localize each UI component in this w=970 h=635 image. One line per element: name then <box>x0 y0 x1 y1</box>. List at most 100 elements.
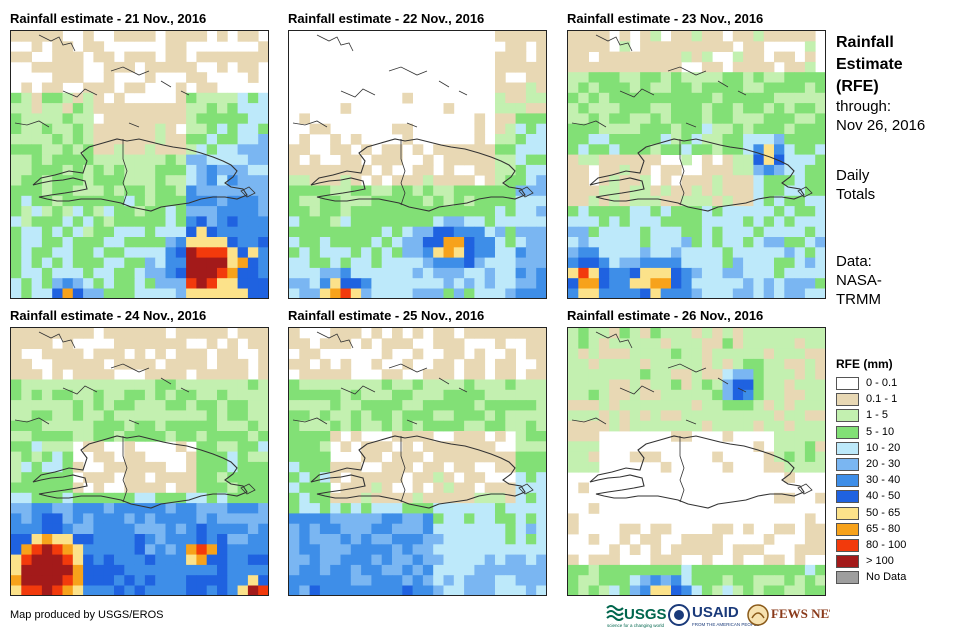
rainfall-cell <box>361 237 372 248</box>
rainfall-cell <box>93 267 105 279</box>
rainfall-cell <box>165 288 177 298</box>
rainfall-cell <box>11 348 22 360</box>
rainfall-cell <box>62 154 74 166</box>
rainfall-cell <box>93 431 105 442</box>
rainfall-cell <box>629 389 641 401</box>
rainfall-cell <box>505 92 516 104</box>
rainfall-cell <box>165 31 177 42</box>
rainfall-cell <box>743 154 754 166</box>
legend-label: 20 - 30 <box>866 457 901 470</box>
rainfall-cell <box>124 513 135 525</box>
rainfall-cell <box>753 206 765 217</box>
rainfall-cell <box>62 431 74 442</box>
rainfall-cell <box>784 247 795 258</box>
rainfall-cell <box>237 369 249 380</box>
rainfall-cell <box>319 164 331 176</box>
rainfall-cell <box>433 410 444 422</box>
rainfall-cell <box>422 175 434 186</box>
rainfall-cell <box>784 389 795 401</box>
rainfall-cell <box>412 534 424 545</box>
rainfall-cell <box>299 175 310 186</box>
rainfall-cell <box>598 51 610 63</box>
rainfall-cell <box>103 216 115 228</box>
rainfall-cell <box>495 564 506 576</box>
rainfall-cell <box>247 72 259 83</box>
rainfall-cell <box>72 134 84 145</box>
rainfall-cell <box>815 575 825 586</box>
rainfall-cell <box>743 175 754 186</box>
rainfall-cell <box>134 492 146 504</box>
rainfall-cell <box>804 72 816 83</box>
rainfall-cell <box>392 328 403 339</box>
rainfall-cell <box>815 175 825 186</box>
rainfall-cell <box>763 216 775 228</box>
rainfall-cell <box>72 247 84 258</box>
rainfall-cell <box>21 389 32 401</box>
rainfall-cell <box>536 123 546 135</box>
rainfall-cell <box>681 369 692 380</box>
rainfall-cell <box>598 185 610 197</box>
rainfall-cell <box>196 72 208 83</box>
rainfall-cell <box>350 513 362 525</box>
rainfall-cell <box>804 134 816 145</box>
rainfall-cell <box>753 216 765 228</box>
rainfall-cell <box>681 379 692 391</box>
rainfall-cell <box>52 164 63 176</box>
rainfall-cell <box>536 410 546 422</box>
rainfall-cell <box>206 123 218 135</box>
rainfall-cell <box>227 461 238 473</box>
rainfall-cell <box>52 278 63 289</box>
rainfall-cell <box>72 513 84 525</box>
rainfall-cell <box>206 82 218 94</box>
rainfall-cell <box>361 575 372 586</box>
rainfall-cell <box>536 41 546 52</box>
rainfall-cell <box>784 82 795 94</box>
rainfall-cell <box>371 585 383 595</box>
rainfall-cell <box>753 82 765 94</box>
rainfall-cell <box>453 503 465 514</box>
rainfall-cell <box>422 472 434 483</box>
rainfall-cell <box>412 175 424 186</box>
rainfall-cell <box>289 144 300 155</box>
rainfall-cell <box>392 503 403 514</box>
rainfall-cell <box>83 369 94 380</box>
rainfall-cell <box>650 82 662 94</box>
rainfall-cell <box>83 420 94 432</box>
rainfall-cell <box>505 144 516 155</box>
rainfall-cell <box>175 237 187 248</box>
rainfall-cell <box>712 134 723 145</box>
rainfall-cell <box>371 257 383 269</box>
rainfall-cell <box>629 61 641 73</box>
rainfall-cell <box>784 523 795 535</box>
rainfall-cell <box>93 175 105 186</box>
rainfall-cell <box>227 278 238 289</box>
rainfall-cell <box>568 154 579 166</box>
rainfall-cell <box>640 195 651 207</box>
rainfall-cell <box>743 216 754 228</box>
rainfall-cell <box>763 72 775 83</box>
rainfall-cell <box>640 164 651 176</box>
rainfall-cell <box>206 134 218 145</box>
rainfall-cell <box>227 358 238 370</box>
rainfall-cell <box>62 164 74 176</box>
rainfall-cell <box>794 123 806 135</box>
rainfall-cell <box>515 564 527 576</box>
rainfall-cell <box>402 267 413 279</box>
rainfall-cell <box>227 585 238 595</box>
rainfall-cell <box>712 288 723 298</box>
rainfall-cell <box>62 544 74 555</box>
coastline <box>38 331 190 395</box>
rainfall-cell <box>732 164 744 176</box>
rainfall-cell <box>515 61 527 73</box>
rainfall-cell <box>784 288 795 298</box>
rainfall-cell <box>804 226 816 238</box>
rainfall-cell <box>124 51 135 63</box>
rainfall-cell <box>650 410 662 422</box>
rainfall-cell <box>568 369 579 380</box>
rainfall-cell <box>62 113 74 125</box>
rainfall-cell <box>155 134 166 145</box>
rainfall-cell <box>568 51 579 63</box>
rainfall-cell <box>598 564 610 576</box>
rainfall-cell <box>155 492 166 504</box>
rainfall-cell <box>443 216 455 228</box>
